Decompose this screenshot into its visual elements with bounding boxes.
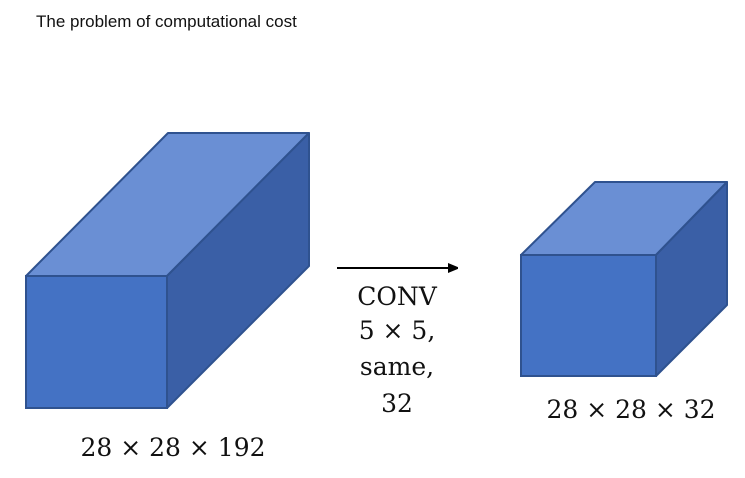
conv-label-line-1: CONV [357,282,437,311]
output-volume-label: 28 × 28 × 32 [546,395,715,424]
output-volume [520,181,728,377]
conv-label-line-4: 32 [381,389,413,418]
conv-operation-label: CONV 5 × 5, same, 32 [357,282,437,418]
conv-label-line-3: same, [360,352,434,381]
output-volume-front-face [520,254,657,377]
slide-title: The problem of computational cost [36,12,297,31]
input-volume-front-face [25,275,168,409]
conv-label-line-2: 5 × 5, [359,316,436,345]
input-volume [25,132,310,409]
input-volume-label: 28 × 28 × 192 [80,433,265,462]
